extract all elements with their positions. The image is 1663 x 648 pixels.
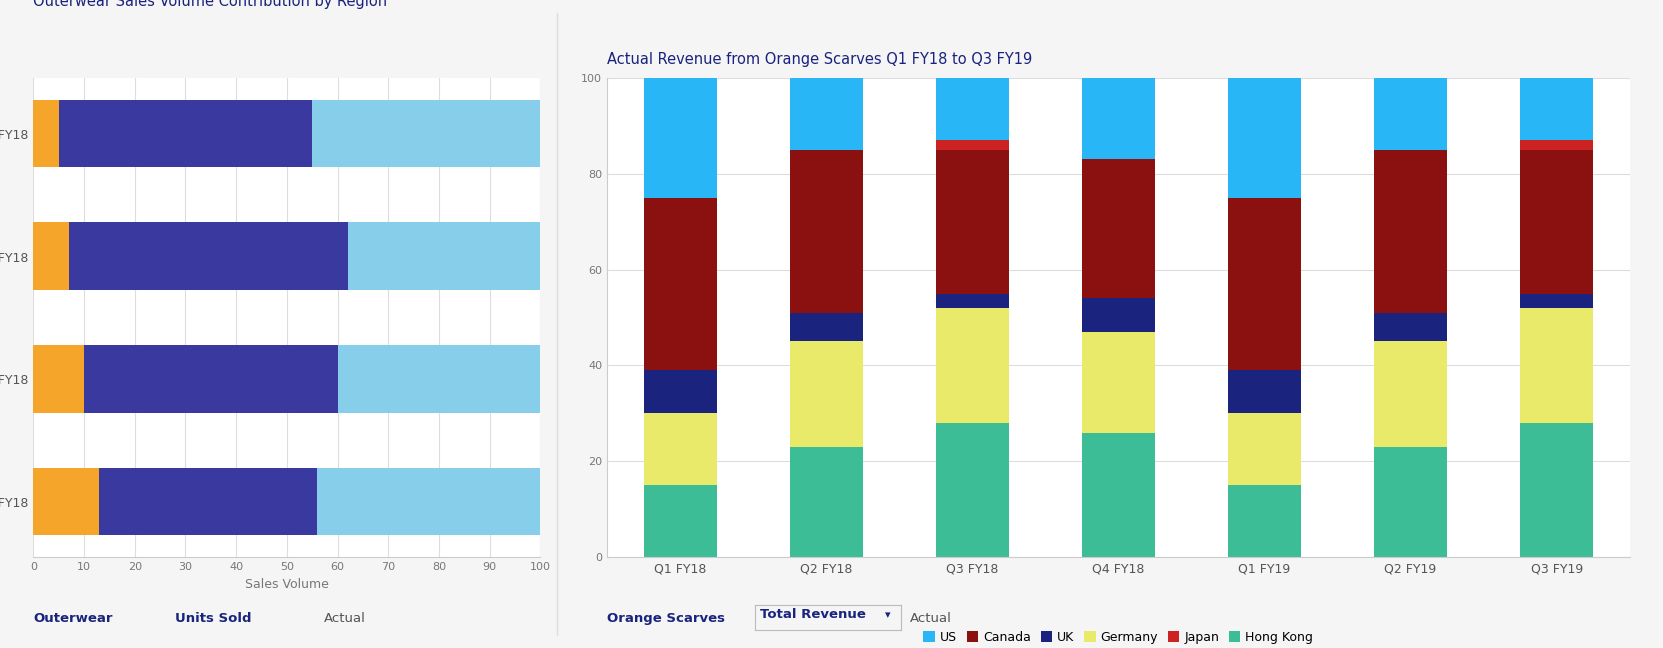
Bar bbox=[338, 345, 540, 413]
Bar bbox=[1520, 423, 1593, 557]
Bar bbox=[1083, 332, 1154, 433]
Text: Orange Scarves: Orange Scarves bbox=[607, 612, 725, 625]
Bar bbox=[68, 222, 348, 290]
Bar bbox=[313, 100, 540, 167]
Text: Outerwear Sales Volume Contribution by Region: Outerwear Sales Volume Contribution by R… bbox=[33, 0, 387, 8]
Bar bbox=[936, 294, 1009, 308]
Bar bbox=[936, 140, 1009, 150]
Bar bbox=[1374, 447, 1447, 557]
Bar bbox=[1083, 159, 1154, 298]
Bar bbox=[1083, 298, 1154, 332]
Bar bbox=[1374, 313, 1447, 341]
Text: Units Sold: Units Sold bbox=[175, 612, 251, 625]
Bar bbox=[33, 345, 85, 413]
Bar bbox=[1520, 308, 1593, 423]
Text: ▾: ▾ bbox=[885, 610, 890, 620]
Bar bbox=[790, 313, 863, 341]
Bar bbox=[790, 341, 863, 447]
Bar bbox=[1227, 485, 1300, 557]
Bar bbox=[644, 370, 717, 413]
Bar bbox=[1374, 150, 1447, 313]
Bar bbox=[1520, 294, 1593, 308]
Bar bbox=[1520, 150, 1593, 294]
Bar bbox=[348, 222, 540, 290]
Bar bbox=[644, 198, 717, 370]
Bar bbox=[33, 100, 58, 167]
Bar bbox=[1374, 341, 1447, 447]
Bar bbox=[1520, 140, 1593, 150]
Bar bbox=[318, 468, 540, 535]
Text: Outerwear: Outerwear bbox=[33, 612, 113, 625]
Bar bbox=[644, 485, 717, 557]
Bar bbox=[1227, 78, 1300, 198]
Bar bbox=[85, 345, 338, 413]
Bar bbox=[790, 447, 863, 557]
Bar bbox=[1227, 413, 1300, 485]
Bar bbox=[1227, 370, 1300, 413]
Text: Total Revenue: Total Revenue bbox=[760, 608, 866, 621]
Legend: US, Canada, UK, Germany, Japan, Hong Kong: US, Canada, UK, Germany, Japan, Hong Kon… bbox=[918, 626, 1319, 648]
Bar bbox=[1520, 78, 1593, 140]
Bar bbox=[790, 150, 863, 313]
Bar bbox=[790, 78, 863, 150]
Bar bbox=[936, 308, 1009, 423]
Bar bbox=[33, 468, 100, 535]
Legend: NA, EMEA, APAC: NA, EMEA, APAC bbox=[266, 0, 429, 6]
Text: Actual Revenue from Orange Scarves Q1 FY18 to Q3 FY19: Actual Revenue from Orange Scarves Q1 FY… bbox=[607, 52, 1033, 67]
Text: Actual: Actual bbox=[324, 612, 366, 625]
Bar bbox=[936, 150, 1009, 294]
Text: Actual: Actual bbox=[910, 612, 951, 625]
Bar bbox=[644, 413, 717, 485]
X-axis label: Sales Volume: Sales Volume bbox=[244, 578, 329, 591]
Bar bbox=[936, 423, 1009, 557]
Bar bbox=[33, 222, 68, 290]
Bar bbox=[644, 78, 717, 198]
Bar bbox=[58, 100, 313, 167]
Bar bbox=[936, 78, 1009, 140]
Bar bbox=[1227, 198, 1300, 370]
Bar bbox=[1083, 78, 1154, 159]
Bar bbox=[1083, 433, 1154, 557]
Bar bbox=[1374, 78, 1447, 150]
Bar bbox=[100, 468, 318, 535]
